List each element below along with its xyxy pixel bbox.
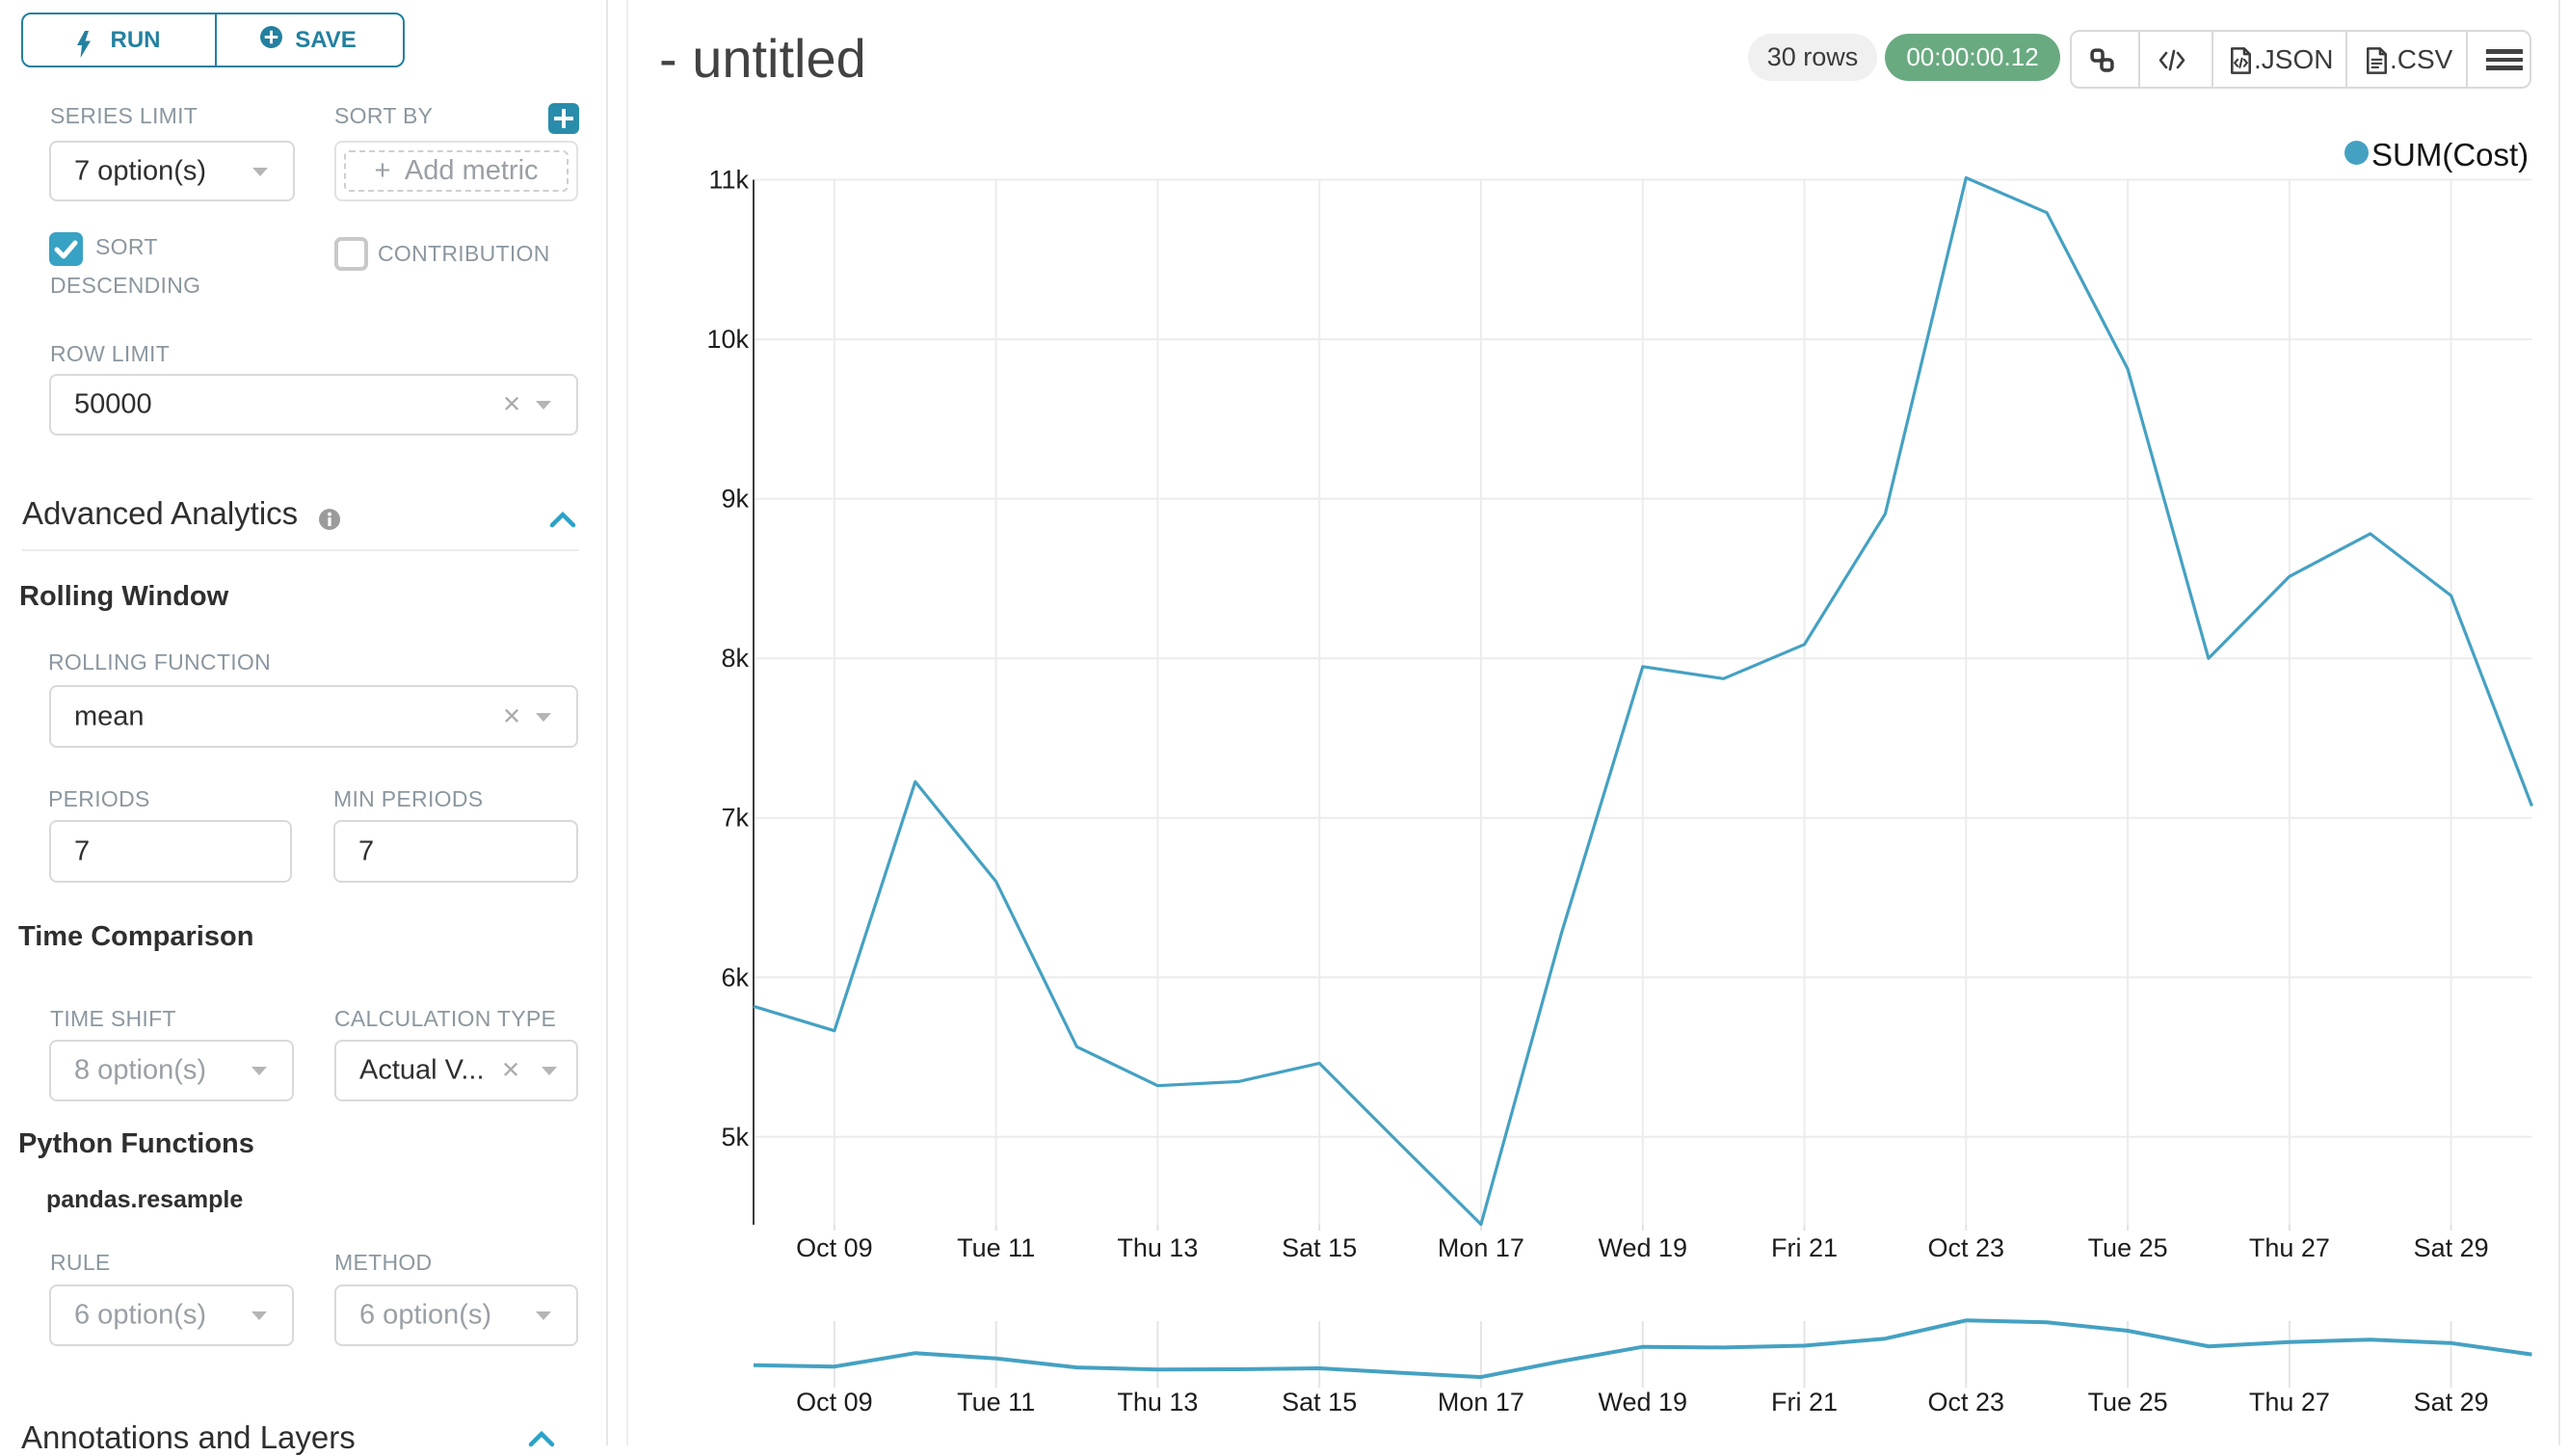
svg-text:Tue 11: Tue 11 <box>957 1388 1035 1416</box>
svg-text:Fri 21: Fri 21 <box>1771 1388 1838 1416</box>
svg-text:Wed 19: Wed 19 <box>1599 1388 1688 1416</box>
svg-text:5k: 5k <box>721 1123 749 1152</box>
svg-text:10k: 10k <box>706 325 749 354</box>
svg-text:Sat 15: Sat 15 <box>1282 1233 1357 1262</box>
svg-text:Mon 17: Mon 17 <box>1438 1388 1524 1416</box>
svg-text:Oct 09: Oct 09 <box>796 1388 873 1416</box>
svg-text:Thu 27: Thu 27 <box>2249 1388 2330 1416</box>
svg-text:Thu 27: Thu 27 <box>2249 1233 2330 1262</box>
svg-text:7k: 7k <box>721 804 749 833</box>
svg-text:Tue 25: Tue 25 <box>2088 1388 2168 1416</box>
svg-text:Tue 25: Tue 25 <box>2088 1233 2168 1262</box>
svg-text:6k: 6k <box>721 963 749 992</box>
svg-text:8k: 8k <box>721 644 749 673</box>
svg-text:Tue 11: Tue 11 <box>957 1233 1035 1262</box>
svg-text:Wed 19: Wed 19 <box>1599 1233 1688 1262</box>
svg-text:Thu 13: Thu 13 <box>1117 1388 1198 1416</box>
svg-text:Oct 23: Oct 23 <box>1928 1233 2005 1262</box>
svg-text:Mon 17: Mon 17 <box>1438 1233 1524 1262</box>
svg-text:9k: 9k <box>721 485 749 514</box>
svg-text:Thu 13: Thu 13 <box>1117 1233 1198 1262</box>
svg-text:Fri 21: Fri 21 <box>1771 1233 1838 1262</box>
svg-text:Oct 09: Oct 09 <box>796 1233 873 1262</box>
svg-text:Oct 23: Oct 23 <box>1928 1388 2005 1416</box>
svg-text:Sat 15: Sat 15 <box>1282 1388 1357 1416</box>
svg-text:Sat 29: Sat 29 <box>2414 1233 2489 1262</box>
svg-text:11k: 11k <box>708 166 749 195</box>
svg-text:Sat 29: Sat 29 <box>2414 1388 2489 1416</box>
